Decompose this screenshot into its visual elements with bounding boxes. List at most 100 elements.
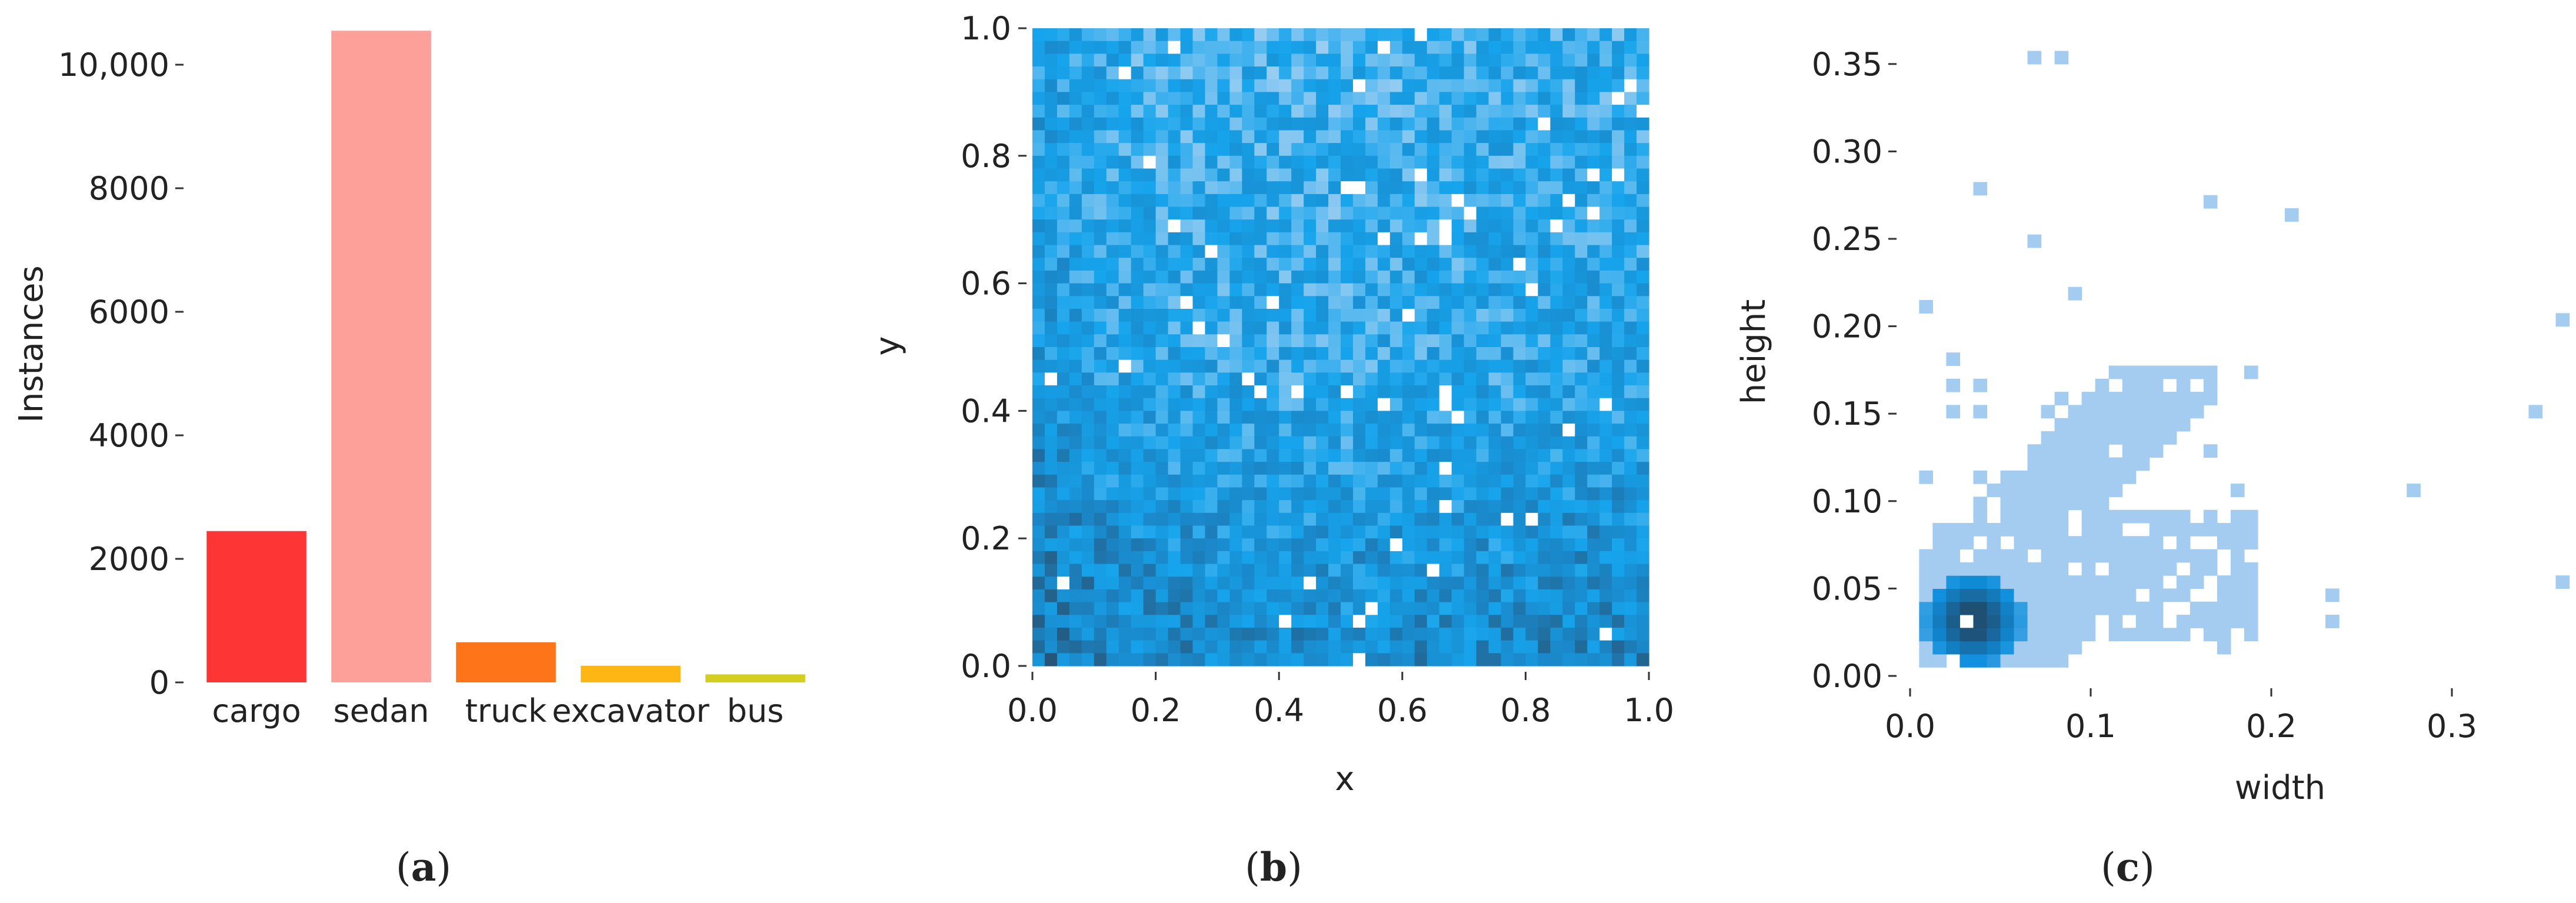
- heatmap-cell: [1328, 615, 1341, 628]
- heatmap-cell: [1341, 653, 1354, 667]
- heatmap-cell: [1168, 308, 1181, 322]
- heatmap-cell: [1291, 589, 1304, 603]
- heatmap-cell: [1341, 92, 1354, 105]
- heatmap-cell: [1946, 641, 1961, 655]
- y-tick-label: 0.15: [1812, 395, 1882, 432]
- heatmap-cell: [1032, 449, 1045, 462]
- heatmap-cell: [1032, 436, 1045, 450]
- heatmap-cell: [1192, 577, 1206, 590]
- heatmap-cell: [1279, 258, 1292, 271]
- heatmap-cell: [1328, 347, 1341, 361]
- heatmap-cell: [1032, 79, 1045, 92]
- heatmap-cell: [1316, 577, 1329, 590]
- heatmap-cell: [1081, 424, 1095, 437]
- heatmap-cell: [2122, 536, 2137, 550]
- heatmap-cell: [1217, 130, 1230, 144]
- heatmap-cell: [1032, 398, 1045, 411]
- heatmap-cell: [2068, 601, 2082, 615]
- heatmap-cell: [1599, 143, 1612, 156]
- heatmap-cell: [1352, 564, 1366, 577]
- heatmap-cell: [1538, 347, 1551, 361]
- heatmap-cell: [1377, 487, 1391, 501]
- heatmap-cell: [1044, 105, 1058, 118]
- heatmap-cell: [1637, 321, 1649, 335]
- heatmap-cell: [1513, 66, 1526, 80]
- heatmap-cell: [1217, 155, 1230, 169]
- heatmap-cell: [1304, 258, 1317, 271]
- heatmap-cell: [2081, 392, 2096, 405]
- heatmap-cell: [1094, 359, 1107, 373]
- heatmap-cell: [1476, 334, 1489, 348]
- heatmap-cell: [2135, 575, 2150, 589]
- heatmap-cell: [1205, 538, 1218, 552]
- heatmap-cell: [1501, 615, 1514, 628]
- heatmap-cell: [1987, 654, 2001, 668]
- heatmap-cell: [1217, 653, 1230, 667]
- heatmap-cell: [1131, 296, 1144, 309]
- heatmap-cell: [1279, 424, 1292, 437]
- heatmap-cell: [1427, 92, 1440, 105]
- heatmap-cell: [1414, 232, 1428, 246]
- heatmap-cell: [1143, 372, 1157, 386]
- heatmap-cell: [2081, 588, 2096, 602]
- heatmap-cell: [1365, 500, 1378, 514]
- heatmap-cell: [1106, 653, 1119, 667]
- heatmap-cell: [1316, 92, 1329, 105]
- heatmap-cell: [2068, 470, 2082, 484]
- heatmap-cell: [2014, 509, 2028, 524]
- heatmap-cell: [1414, 245, 1428, 258]
- heatmap-cell: [1279, 538, 1292, 552]
- heatmap-cell: [1229, 143, 1242, 156]
- heatmap-cell: [1316, 194, 1329, 208]
- heatmap-cell: [1032, 538, 1045, 552]
- heatmap-cell: [1439, 143, 1452, 156]
- heatmap-cell: [1180, 653, 1194, 667]
- heatmap-cell: [1365, 487, 1378, 501]
- heatmap-cell: [2014, 588, 2028, 602]
- heatmap-cell: [1155, 130, 1169, 144]
- heatmap-cell: [1143, 105, 1157, 118]
- heatmap-cell: [1180, 66, 1194, 80]
- heatmap-cell: [1538, 615, 1551, 628]
- heatmap-cell: [1562, 155, 1575, 169]
- heatmap-cell: [1414, 181, 1428, 195]
- heatmap-cell: [1587, 436, 1600, 450]
- heatmap-cell: [1069, 308, 1082, 322]
- heatmap-cell: [1242, 551, 1255, 565]
- heatmap-cell: [1501, 258, 1514, 271]
- heatmap-cell: [1464, 411, 1477, 424]
- heatmap-cell: [1069, 105, 1082, 118]
- heatmap-cell: [1328, 270, 1341, 284]
- heatmap-cell: [1131, 66, 1144, 80]
- heatmap-cell: [1377, 321, 1391, 335]
- heatmap-cell: [1476, 79, 1489, 92]
- heatmap-cell: [1254, 181, 1267, 195]
- heatmap-cell: [1192, 28, 1206, 42]
- heatmap-cell: [1267, 372, 1279, 386]
- heatmap-cell: [1451, 500, 1465, 514]
- heatmap-cell: [1612, 424, 1625, 437]
- heatmap-cell: [1414, 117, 1428, 131]
- heatmap-cell: [2095, 549, 2110, 563]
- heatmap-cell: [2217, 614, 2231, 628]
- heatmap-cell: [1242, 627, 1255, 641]
- heatmap-cell: [1377, 551, 1391, 565]
- heatmap-cell: [1192, 436, 1206, 450]
- heatmap-cell: [1328, 105, 1341, 118]
- heatmap-cell: [1229, 359, 1242, 373]
- heatmap-cell: [1575, 143, 1588, 156]
- heatmap-cell: [1587, 564, 1600, 577]
- heatmap-cell: [1291, 424, 1304, 437]
- heatmap-cell: [1427, 194, 1440, 208]
- heatmap-cell: [1439, 411, 1452, 424]
- heatmap-cell: [1402, 564, 1415, 577]
- heatmap-cell: [2095, 431, 2110, 445]
- heatmap-cell: [1960, 536, 1974, 550]
- heatmap-cell: [1057, 487, 1070, 501]
- heatmap-cell: [1513, 602, 1526, 615]
- heatmap-cell: [1365, 219, 1378, 233]
- heatmap-cell: [1587, 474, 1600, 488]
- heatmap-cell: [1304, 143, 1317, 156]
